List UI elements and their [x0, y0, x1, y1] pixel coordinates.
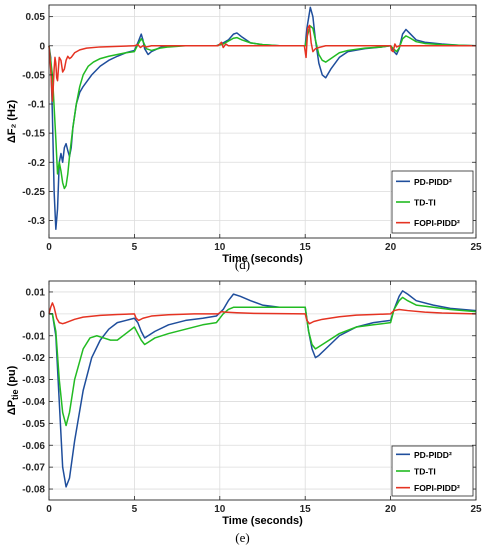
x-tick-label: 15: [300, 242, 312, 253]
y-tick-label: 0.05: [26, 12, 46, 23]
x-tick-label: 20: [385, 504, 397, 515]
x-tick-label: 5: [132, 242, 138, 253]
y-tick-label: -0.15: [22, 129, 45, 140]
x-tick-label: 20: [385, 242, 397, 253]
series-line-1: [48, 25, 477, 190]
x-tick-label: 0: [46, 242, 52, 253]
y-tick-label: -0.3: [28, 216, 46, 227]
y-axis-label: ΔF₂ (Hz): [6, 99, 18, 143]
series-line-0: [49, 290, 477, 488]
series-line-2: [48, 24, 476, 102]
y-tick-label: -0.03: [22, 375, 45, 386]
x-tick-label: 10: [214, 242, 226, 253]
legend-label-2: FOPI-PIDD²: [414, 218, 460, 228]
chart-e: 0 5 10 15 20 25 0.01 0 -0.01 -0.02 -0.03 -0.04 -0.05…: [6, 280, 482, 527]
y-tick-label: -0.02: [22, 353, 45, 364]
axes-frame: [48, 280, 477, 501]
caption-d: (d): [234, 257, 251, 272]
y-axis-label: ΔPtie (pu): [6, 365, 20, 415]
x-tick-label: 0: [46, 504, 52, 515]
legend-label-1: TD-TI: [414, 467, 436, 477]
series-line-2: [48, 302, 477, 325]
legend-label-0: PD-PIDD²: [414, 177, 452, 187]
legend-label-2: FOPI-PIDD²: [414, 483, 460, 493]
y-tick-label: -0.08: [22, 485, 45, 496]
axes-frame: [48, 4, 477, 239]
x-tick-label: 5: [132, 504, 138, 515]
y-tick-label: -0.07: [22, 463, 45, 474]
x-tick-label: 25: [470, 242, 482, 253]
chart-d: 0 5 10 15 20 25 0.05 0 -0.05 -0.1 -0.15 -0.2 -0.25 -0…: [6, 4, 482, 265]
y-tick-label: -0.01: [22, 331, 45, 342]
y-tick-label: 0.01: [26, 287, 46, 298]
y-tick-label: -0.1: [28, 100, 46, 111]
legend-label-1: TD-TI: [414, 198, 436, 208]
x-tick-label: 15: [300, 504, 312, 515]
legend: PD-PIDD² TD-TI FOPI-PIDD²: [391, 170, 474, 234]
y-tick-label: -0.05: [22, 419, 45, 430]
y-tick-label: -0.06: [22, 441, 45, 452]
x-tick-label: 10: [214, 504, 226, 515]
y-tick-label: 0: [39, 309, 45, 320]
x-tick-label: 25: [470, 504, 482, 515]
caption-e: (e): [235, 530, 250, 545]
y-tick-label: 0: [39, 41, 45, 52]
y-tick-label: -0.05: [22, 70, 45, 81]
x-axis-label: Time (seconds): [222, 515, 303, 527]
y-tick-label: -0.25: [22, 187, 45, 198]
y-tick-label: -0.2: [28, 158, 46, 169]
series-line-1: [49, 296, 477, 427]
y-tick-label: -0.04: [22, 397, 45, 408]
legend: PD-PIDD² TD-TI FOPI-PIDD²: [391, 445, 474, 497]
legend-label-0: PD-PIDD²: [414, 450, 452, 460]
x-axis-label: Time (seconds): [222, 253, 303, 265]
